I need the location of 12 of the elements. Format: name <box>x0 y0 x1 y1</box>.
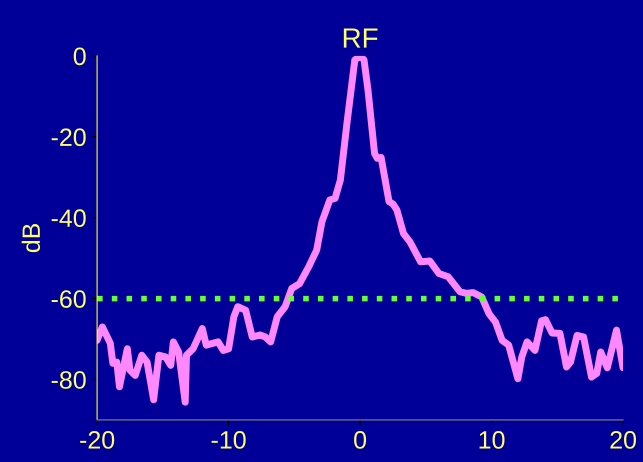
y-tick-label: -40 <box>52 209 86 228</box>
y-tick-label: -80 <box>52 371 86 389</box>
x-tick-label: -20 <box>80 431 114 449</box>
x-tick-label: 0 <box>354 431 366 449</box>
y-tick-label: -60 <box>52 290 86 308</box>
x-tick-label: 20 <box>610 431 636 449</box>
chart-title: RF <box>344 28 378 48</box>
y-axis-title: dB <box>22 224 40 252</box>
y-tick-label: 0 <box>74 48 86 66</box>
y-tick-label: -20 <box>52 128 86 146</box>
x-tick-label: -10 <box>212 431 246 449</box>
x-tick-label: 10 <box>480 431 504 449</box>
